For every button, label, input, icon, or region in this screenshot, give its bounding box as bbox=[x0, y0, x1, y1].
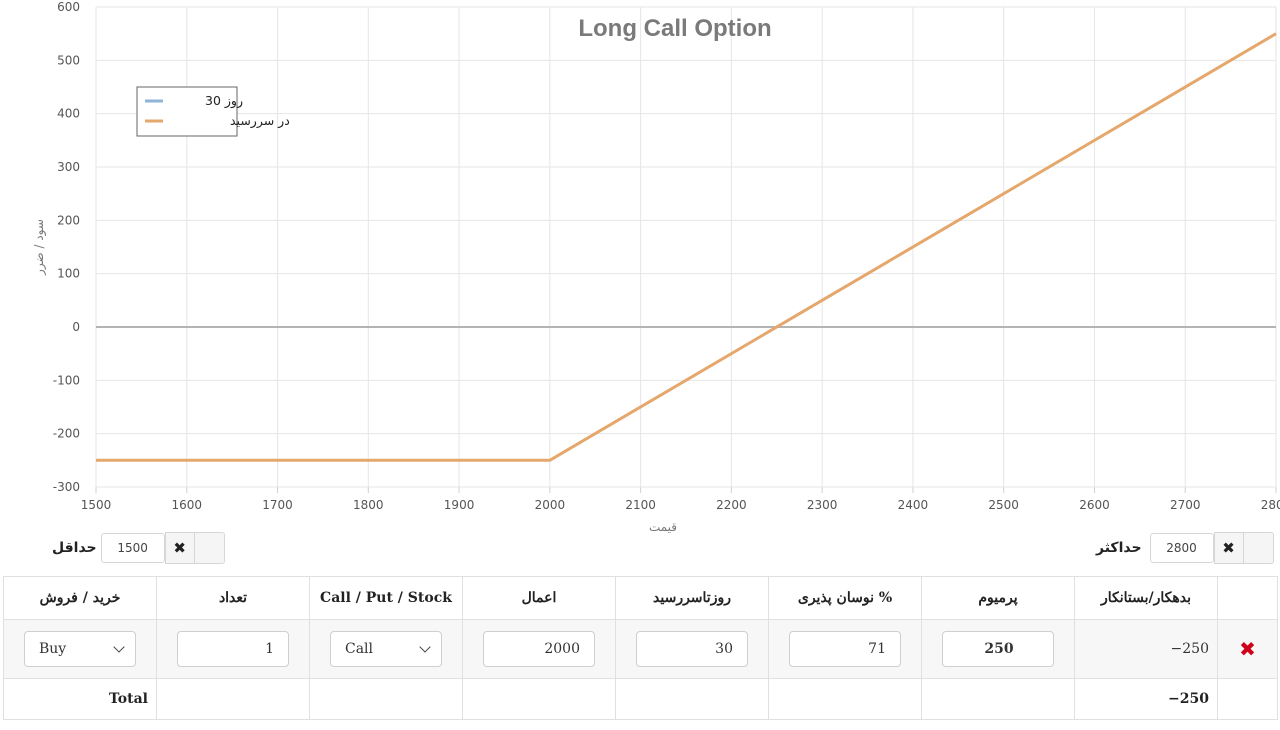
option-type-select[interactable]: Call bbox=[330, 631, 442, 667]
chart-legend: روز 30 در سررسید bbox=[136, 86, 290, 137]
cell-option-type: Call bbox=[309, 619, 463, 679]
cell-days bbox=[615, 619, 769, 679]
cell-quantity bbox=[156, 619, 310, 679]
header-actions bbox=[1217, 576, 1278, 620]
legend-entry-expiry: در سررسید bbox=[230, 113, 290, 129]
total-empty-cell bbox=[615, 678, 769, 720]
x-tick-label: 2800 bbox=[1261, 498, 1280, 512]
strike-input[interactable] bbox=[483, 631, 595, 667]
chart-grid bbox=[95, 6, 1277, 493]
volatility-input[interactable] bbox=[789, 631, 901, 667]
y-tick-label: 600 bbox=[57, 0, 80, 14]
series-line-1 bbox=[96, 32, 1277, 462]
x-tick-label: 2500 bbox=[988, 498, 1019, 512]
cell-strike bbox=[462, 619, 616, 679]
legend-entry-30-day: روز 30 bbox=[205, 93, 243, 109]
chevron-down-icon bbox=[419, 641, 431, 653]
max-price-input[interactable] bbox=[1149, 533, 1214, 563]
min-price-input[interactable] bbox=[100, 533, 165, 563]
option-legs-table: خرید / فروش تعداد Call / Put / Stock اعم… bbox=[3, 576, 1278, 720]
payoff-chart: 1500 1600 1700 1800 1900 2000 2100 2200 2300 2400… bbox=[32, 0, 1280, 534]
x-tick-label: 1700 bbox=[262, 498, 293, 512]
legend-box bbox=[136, 86, 238, 137]
buy-sell-value: Buy bbox=[39, 641, 67, 657]
total-empty-cell bbox=[309, 678, 463, 720]
cell-buy-sell: Buy bbox=[3, 619, 157, 679]
cell-delete: ✖ bbox=[1217, 619, 1278, 679]
x-tick-label: 2300 bbox=[807, 498, 838, 512]
buy-sell-select[interactable]: Buy bbox=[24, 631, 136, 667]
total-label: Total bbox=[3, 678, 157, 720]
header-strike: اعمال bbox=[462, 576, 616, 620]
y-tick-label: 100 bbox=[57, 267, 80, 281]
min-price-control: حداقل ✖ bbox=[52, 532, 225, 564]
option-type-value: Call bbox=[345, 641, 374, 657]
x-tick-label: 2400 bbox=[898, 498, 929, 512]
min-price-label: حداقل bbox=[52, 540, 97, 556]
table-row: Buy Call −250 ✖ bbox=[3, 619, 1278, 679]
chart-title: Long Call Option bbox=[578, 15, 771, 42]
x-axis-ticks: 1500 1600 1700 1800 1900 2000 2100 2200 2300 2400… bbox=[81, 498, 1280, 512]
y-tick-label: 500 bbox=[57, 53, 80, 67]
total-empty-cell bbox=[921, 678, 1075, 720]
x-tick-label: 2200 bbox=[716, 498, 747, 512]
chevron-down-icon bbox=[113, 641, 125, 653]
max-price-clear-button[interactable]: ✖ bbox=[1213, 532, 1244, 564]
max-price-control: حداکثر ✖ bbox=[1096, 532, 1274, 564]
total-value: −250 bbox=[1074, 678, 1218, 720]
quantity-input[interactable] bbox=[177, 631, 289, 667]
chart-series bbox=[96, 32, 1277, 462]
x-tick-label: 1900 bbox=[444, 498, 475, 512]
x-tick-label: 2100 bbox=[625, 498, 656, 512]
header-volatility: % نوسان پذیری bbox=[768, 576, 922, 620]
header-buy-sell: خرید / فروش bbox=[3, 576, 157, 620]
debit-credit-value: −250 bbox=[1074, 619, 1218, 679]
total-empty-cell bbox=[768, 678, 922, 720]
total-empty-cell bbox=[1217, 678, 1278, 720]
header-option-type: Call / Put / Stock bbox=[309, 576, 463, 620]
x-tick-label: 2700 bbox=[1170, 498, 1201, 512]
y-axis-label: سود / ضرر bbox=[32, 219, 47, 276]
y-tick-label: -100 bbox=[53, 373, 80, 387]
x-tick-label: 1600 bbox=[171, 498, 202, 512]
y-tick-label: 400 bbox=[57, 107, 80, 121]
cell-volatility bbox=[768, 619, 922, 679]
header-quantity: تعداد bbox=[156, 576, 310, 620]
header-debit-credit: بدهکار/بستانکار bbox=[1074, 576, 1218, 620]
header-days-to-expiry: روزتاسررسید bbox=[615, 576, 769, 620]
y-tick-label: 0 bbox=[72, 320, 80, 334]
total-empty-cell bbox=[462, 678, 616, 720]
y-tick-label: -200 bbox=[53, 427, 80, 441]
table-header-row: خرید / فروش تعداد Call / Put / Stock اعم… bbox=[3, 576, 1278, 620]
x-tick-label: 1500 bbox=[81, 498, 112, 512]
days-to-expiry-input[interactable] bbox=[636, 631, 748, 667]
table-total-row: Total −250 bbox=[3, 678, 1278, 720]
y-tick-label: 300 bbox=[57, 160, 80, 174]
y-tick-label: -300 bbox=[53, 480, 80, 494]
max-price-label: حداکثر bbox=[1096, 540, 1142, 556]
max-price-button-pad[interactable] bbox=[1243, 532, 1274, 564]
min-price-clear-button[interactable]: ✖ bbox=[164, 532, 195, 564]
y-tick-label: 200 bbox=[57, 213, 80, 227]
x-tick-label: 2600 bbox=[1079, 498, 1110, 512]
x-axis-label: قیمت bbox=[649, 520, 677, 534]
payoff-chart-svg: 1500 1600 1700 1800 1900 2000 2100 2200 2300 2400… bbox=[32, 0, 1280, 534]
header-premium: پرمیوم bbox=[921, 576, 1075, 620]
x-tick-label: 2000 bbox=[535, 498, 566, 512]
total-empty-cell bbox=[156, 678, 310, 720]
x-icon[interactable]: ✖ bbox=[1239, 637, 1256, 661]
cell-premium bbox=[921, 619, 1075, 679]
x-tick-label: 1800 bbox=[353, 498, 384, 512]
min-price-button-pad[interactable] bbox=[194, 532, 225, 564]
premium-input[interactable] bbox=[942, 631, 1054, 667]
y-axis-ticks: -300 -200 -100 0 100 200 300 400 500 600 bbox=[53, 0, 80, 494]
